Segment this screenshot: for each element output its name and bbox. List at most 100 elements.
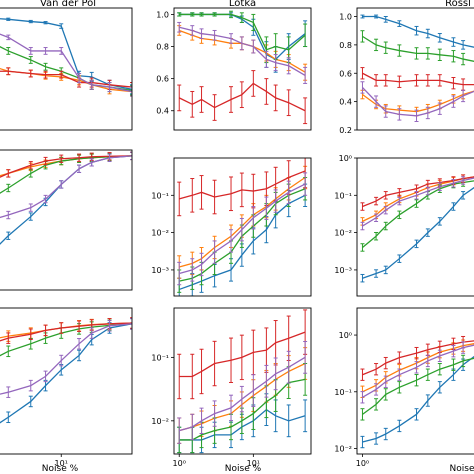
- series-0: [360, 186, 474, 283]
- plot-area: [177, 10, 308, 125]
- series-4: [177, 341, 308, 444]
- plot-area: [0, 317, 132, 424]
- plot-area: [0, 17, 132, 97]
- series-0: [360, 14, 474, 50]
- y-tick-label: 10⁻¹: [334, 191, 352, 200]
- y-tick-label: 0.6: [156, 75, 169, 84]
- series-0: [360, 355, 474, 449]
- series-4: [360, 176, 474, 231]
- axes-frame: [173, 7, 312, 131]
- panel-ross-row1: 0.2 0.4 0.6 0.8 1.0 Rossl: [339, 0, 474, 135]
- plot-area: [177, 158, 308, 296]
- series-4: [360, 341, 474, 404]
- panel-title: Lotka: [229, 0, 256, 9]
- panel-vdp-row2: [0, 149, 133, 291]
- series-2: [360, 354, 474, 421]
- y-tick-label: 10⁻²: [151, 417, 169, 426]
- panel-vdp-row1: Van der Pol: [0, 0, 133, 131]
- panel-title: Rossl: [445, 0, 471, 9]
- y-tick-label: 10⁰: [339, 154, 352, 163]
- series-4: [0, 151, 132, 220]
- panel-lotka-row2: 10⁻³ 10⁻² 10⁻¹: [151, 157, 312, 297]
- y-tick-label: 0.4: [156, 107, 169, 116]
- panel-ross-row3: 10⁻² 10⁻¹ 10⁰ 10⁰ Noise: [334, 307, 474, 474]
- series-line: [0, 70, 132, 88]
- plot-area: [360, 335, 474, 449]
- y-tick-label: 10⁻³: [151, 266, 169, 275]
- series-3: [0, 317, 132, 344]
- series-3: [177, 309, 308, 400]
- panel-ross-row2: 10⁻³ 10⁻² 10⁻¹ 10⁰: [334, 154, 474, 297]
- y-tick-label: 10⁻²: [151, 229, 169, 238]
- y-tick-label: 0.4: [339, 98, 352, 107]
- series-line: [0, 18, 132, 90]
- axes-frame: [356, 7, 474, 131]
- series-line: [362, 186, 474, 279]
- series-line: [0, 33, 132, 93]
- series-2: [360, 30, 474, 66]
- x-axis-label: Noise: [450, 464, 474, 474]
- series-line: [0, 45, 132, 92]
- series-line: [362, 357, 474, 415]
- plot-area: [0, 151, 132, 245]
- x-tick-label: 10¹: [55, 459, 68, 468]
- panel-lotka-row1: 0.4 0.6 0.8 1.0 Lotka: [156, 0, 312, 131]
- y-tick-label: 0.6: [339, 69, 352, 78]
- series-0: [0, 318, 132, 424]
- y-tick-label: 0.8: [156, 43, 169, 52]
- axes-frame: [0, 307, 133, 455]
- series-line: [0, 155, 132, 219]
- series-4: [0, 33, 132, 97]
- series-line: [0, 323, 132, 357]
- series-3: [360, 174, 474, 211]
- series-4: [177, 21, 308, 84]
- y-tick-label: 10⁻²: [334, 445, 352, 454]
- series-line: [179, 26, 306, 76]
- x-axis-label: Noise %: [225, 464, 262, 474]
- series-line: [362, 344, 474, 398]
- y-tick-label: 10⁻³: [334, 266, 352, 275]
- series-1: [0, 67, 132, 97]
- series-4: [0, 318, 132, 398]
- y-tick-label: 10⁻¹: [151, 353, 169, 362]
- axes-frame: [173, 157, 312, 297]
- series-4: [360, 81, 474, 122]
- y-tick-label: 0.2: [339, 126, 352, 135]
- series-2: [0, 318, 132, 358]
- plot-area: [360, 14, 474, 122]
- panel-title: Van der Pol: [40, 0, 96, 9]
- x-tick-label: 10¹: [247, 459, 260, 468]
- series-2: [0, 151, 132, 194]
- y-tick-label: 10⁻²: [334, 229, 352, 238]
- series-line: [362, 35, 474, 63]
- series-0: [0, 151, 132, 245]
- series-line: [0, 155, 132, 245]
- x-tick-label: 10⁰: [173, 459, 186, 468]
- y-tick-label: 0.8: [339, 41, 352, 50]
- plot-area: [177, 309, 308, 454]
- series-2: [177, 10, 308, 64]
- series-line: [0, 155, 132, 194]
- axes-frame: [0, 149, 133, 291]
- series-3: [360, 335, 474, 381]
- series-line: [362, 340, 474, 376]
- series-3: [177, 158, 308, 217]
- plot-area: [360, 174, 474, 283]
- series-line: [0, 155, 132, 178]
- y-tick-label: 10⁰: [339, 331, 352, 340]
- series-3: [0, 67, 132, 93]
- y-tick-label: 1.0: [156, 10, 169, 19]
- axes-frame: [356, 307, 474, 455]
- axes-frame: [173, 307, 312, 455]
- y-tick-label: 10⁻¹: [334, 388, 352, 397]
- series-line: [0, 323, 132, 424]
- x-axis-label: Noise %: [42, 464, 79, 474]
- series-3: [360, 67, 474, 91]
- series-3: [0, 151, 132, 178]
- series-0: [0, 17, 132, 95]
- x-tick-label: 10⁰: [356, 459, 369, 468]
- axes-frame: [0, 7, 133, 131]
